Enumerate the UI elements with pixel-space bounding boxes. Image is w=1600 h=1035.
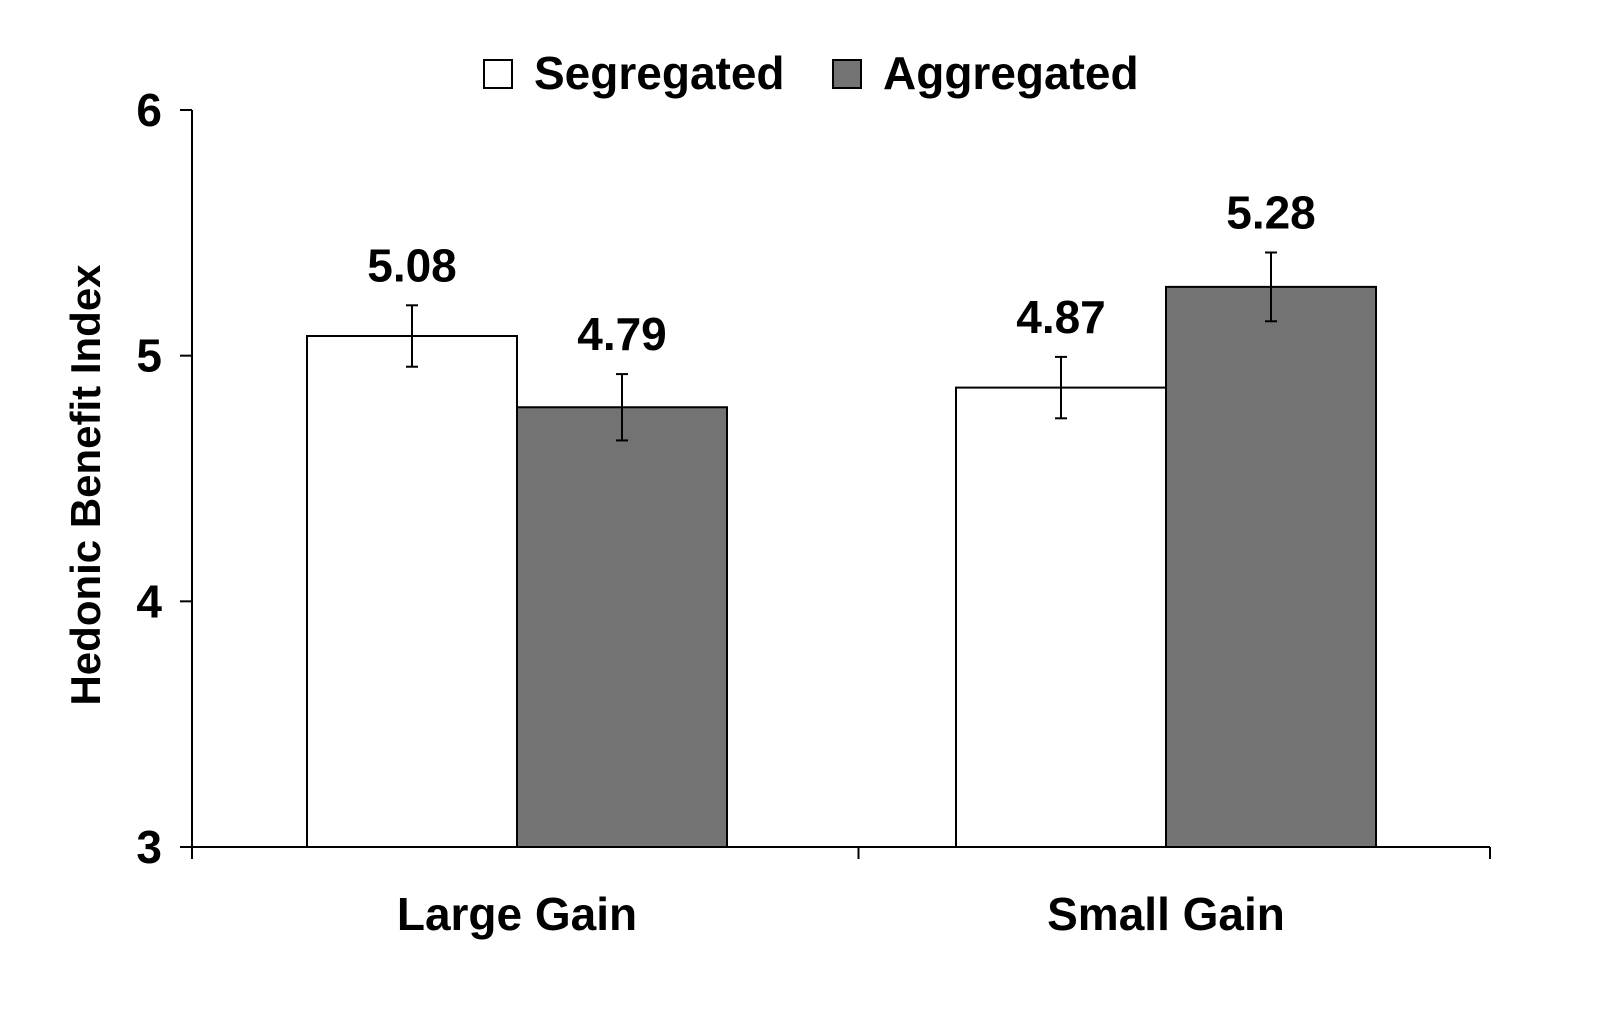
- data-label-aggregated-small-gain: 5.28: [1226, 186, 1316, 238]
- data-label-aggregated-large-gain: 4.79: [577, 308, 667, 360]
- error-bars-group: [406, 251, 1277, 442]
- axes-group: 3 4 5 6 Large Gain Small Gain: [136, 84, 1491, 940]
- y-tick-label: 3: [136, 821, 162, 873]
- x-tick-label-small-gain: Small Gain: [1047, 888, 1285, 940]
- legend: Segregated Aggregated: [483, 47, 1139, 99]
- bar-aggregated-small-gain: [1165, 285, 1377, 848]
- data-label-segregated-small-gain: 4.87: [1016, 291, 1106, 343]
- legend-swatch-segregated: [483, 59, 513, 89]
- y-axis-label: Hedonic Benefit Index: [62, 264, 109, 706]
- bars-group: [306, 285, 1377, 848]
- data-label-segregated-large-gain: 5.08: [367, 239, 457, 291]
- y-tick-label: 5: [136, 330, 162, 382]
- bar-aggregated-large-gain: [516, 406, 728, 848]
- x-tick-label-large-gain: Large Gain: [397, 888, 637, 940]
- y-tick-label: 4: [136, 575, 162, 627]
- bar-segregated-small-gain: [955, 386, 1167, 848]
- legend-swatch-aggregated: [832, 59, 862, 89]
- bar-segregated-large-gain: [306, 335, 518, 848]
- legend-label-aggregated: Aggregated: [883, 47, 1139, 99]
- legend-label-segregated: Segregated: [534, 47, 785, 99]
- data-labels-group: 5.08 4.87 4.79 5.28: [367, 186, 1316, 360]
- y-tick-label: 6: [136, 84, 162, 136]
